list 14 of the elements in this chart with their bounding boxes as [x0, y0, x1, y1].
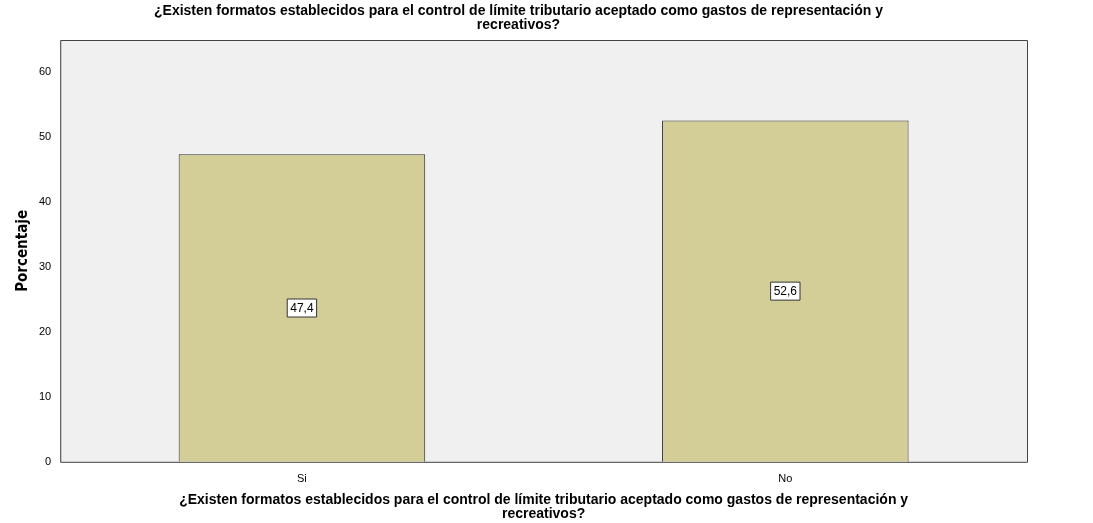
- chart-title: ¿Existen formatos establecidos para el control de límite tributario aceptado como gastos de representación y recreativos?: [154, 1, 884, 32]
- y-tick-label: 60: [38, 65, 52, 78]
- y-tick-label: 0: [45, 454, 52, 467]
- y-tick-label: 10: [38, 389, 52, 402]
- y-axis-title: Porcentaje: [12, 209, 31, 292]
- data-label: 47,4: [290, 301, 314, 316]
- x-tick-label: No: [778, 472, 793, 485]
- x-axis-title: ¿Existen formatos establecidos para el control de límite tributario aceptado como gastos de representación y recreativos?: [179, 490, 909, 521]
- y-tick-label: 20: [38, 325, 52, 338]
- y-tick-label: 50: [38, 130, 52, 143]
- y-tick-label: 40: [38, 195, 52, 208]
- y-tick-label: 30: [38, 260, 52, 273]
- data-label: 52,6: [773, 284, 798, 299]
- x-tick-label: Si: [297, 472, 307, 485]
